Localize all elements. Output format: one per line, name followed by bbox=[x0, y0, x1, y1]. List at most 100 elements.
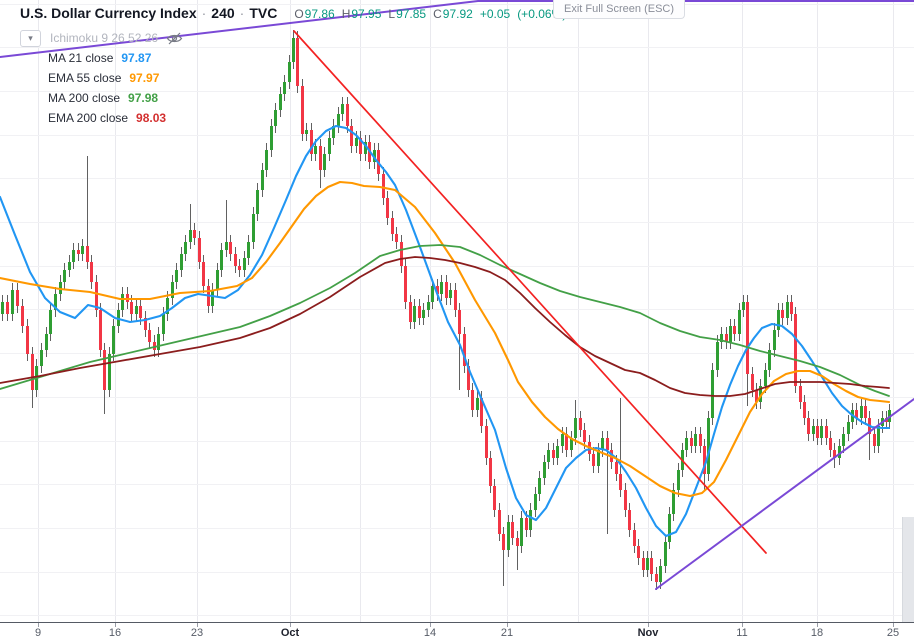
ichimoku-label[interactable]: Ichimoku 9 26 52 26 bbox=[50, 31, 159, 45]
candle-down bbox=[103, 350, 106, 390]
candle-down bbox=[746, 302, 749, 374]
candle-up bbox=[677, 470, 680, 490]
candle-up bbox=[40, 350, 43, 366]
candle-down bbox=[21, 306, 24, 326]
time-axis-label: 25 bbox=[886, 627, 900, 639]
candle-down bbox=[359, 138, 362, 154]
candle-down bbox=[86, 246, 89, 262]
candle-up bbox=[449, 290, 452, 298]
eye-off-icon[interactable] bbox=[166, 32, 183, 45]
candle-down bbox=[637, 546, 640, 558]
candle-down bbox=[642, 558, 645, 570]
candle-up bbox=[547, 450, 550, 462]
ema-55-close-line[interactable] bbox=[0, 180, 891, 498]
descending-trendline[interactable] bbox=[293, 30, 767, 554]
candle-up bbox=[529, 510, 532, 530]
candle-up bbox=[180, 254, 183, 270]
candle-down bbox=[346, 104, 349, 126]
ascending-trendline[interactable] bbox=[655, 398, 914, 590]
time-axis-label: 21 bbox=[500, 627, 514, 639]
time-axis-tick bbox=[38, 623, 39, 627]
candle-up bbox=[440, 282, 443, 294]
candle-down bbox=[130, 302, 133, 314]
candle-up bbox=[72, 250, 75, 262]
candle-down bbox=[95, 282, 98, 310]
time-axis-tick bbox=[893, 623, 894, 627]
ma-21-label: MA 21 close bbox=[48, 51, 114, 65]
long-term-trendline[interactable] bbox=[0, 0, 914, 58]
candle-up bbox=[68, 262, 71, 270]
legend-row-ema-200[interactable]: EMA 200 close 98.03 bbox=[20, 108, 183, 128]
time-axis-label: 18 bbox=[810, 627, 824, 639]
legend-row-ma-21[interactable]: MA 21 close 97.87 bbox=[20, 48, 183, 68]
candle-down bbox=[238, 266, 241, 270]
candle-down bbox=[552, 450, 555, 458]
candle-down bbox=[755, 390, 758, 402]
right-scrollbar[interactable] bbox=[902, 517, 914, 622]
candle-up bbox=[112, 326, 115, 354]
time-axis-label: 16 bbox=[108, 627, 122, 639]
candle-up bbox=[842, 434, 845, 446]
legend-row-ema-55[interactable]: EMA 55 close 97.97 bbox=[20, 68, 183, 88]
candle-down bbox=[516, 538, 519, 546]
candle-up bbox=[314, 146, 317, 154]
candle-up bbox=[413, 306, 416, 322]
candle-down bbox=[790, 302, 793, 314]
candle-down bbox=[511, 522, 514, 538]
candle-down bbox=[6, 302, 9, 314]
candle-up bbox=[162, 314, 165, 334]
candle-down bbox=[193, 230, 196, 238]
candle-up bbox=[860, 406, 863, 418]
candle-up bbox=[175, 270, 178, 282]
trendline-drawings bbox=[0, 0, 914, 590]
candle-up bbox=[534, 494, 537, 510]
candle-down bbox=[436, 286, 439, 294]
time-axis-tick bbox=[197, 623, 198, 627]
candle-down bbox=[624, 490, 627, 510]
chevron-down-icon[interactable]: ▾ bbox=[20, 29, 41, 47]
candle-up bbox=[716, 342, 719, 370]
candle-down bbox=[31, 354, 34, 390]
ma-21-close-line[interactable] bbox=[0, 124, 891, 538]
candle-down bbox=[148, 330, 151, 342]
time-axis-tick bbox=[648, 623, 649, 627]
ema-200-value: 98.03 bbox=[136, 111, 167, 125]
close-value: 97.92 bbox=[442, 7, 473, 21]
legend-row-ma-200[interactable]: MA 200 close 97.98 bbox=[20, 88, 183, 108]
candle-down bbox=[493, 486, 496, 510]
candle-up bbox=[135, 306, 138, 314]
candle-down bbox=[471, 390, 474, 410]
exit-fullscreen-button[interactable]: Exit Full Screen (ESC) bbox=[553, 0, 686, 19]
candle-up bbox=[189, 230, 192, 242]
candle-up bbox=[157, 334, 160, 350]
ema-200-close-line[interactable] bbox=[0, 256, 890, 397]
candle-down bbox=[829, 438, 832, 450]
candle-up bbox=[720, 334, 723, 342]
time-axis-tick bbox=[507, 623, 508, 627]
candle-down bbox=[404, 266, 407, 302]
candle-up bbox=[659, 566, 662, 582]
candle-up bbox=[847, 422, 850, 434]
time-axis-tick bbox=[742, 623, 743, 627]
legend-row-ichimoku[interactable]: ▾ Ichimoku 9 26 52 26 bbox=[20, 28, 183, 48]
candle-up bbox=[265, 150, 268, 170]
candle-up bbox=[1, 302, 4, 314]
time-axis[interactable]: 9 16 23 Oct 14 21 Nov 11 18 25 bbox=[0, 622, 914, 643]
candle-down bbox=[579, 418, 582, 430]
candle-up bbox=[225, 242, 228, 250]
time-axis-label: Nov bbox=[637, 627, 659, 639]
candle-up bbox=[742, 302, 745, 310]
candle-up bbox=[507, 522, 510, 550]
candle-down bbox=[606, 438, 609, 450]
candle-up bbox=[520, 518, 523, 546]
candle-down bbox=[619, 474, 622, 490]
candle-up bbox=[711, 370, 714, 418]
candle-up bbox=[305, 130, 308, 134]
chart-canvas[interactable] bbox=[0, 0, 914, 622]
symbol-title: U.S. Dollar Currency Index bbox=[20, 5, 197, 21]
candle-down bbox=[690, 438, 693, 446]
candle-up bbox=[646, 558, 649, 570]
low-label: L bbox=[388, 7, 396, 21]
candle-up bbox=[292, 38, 295, 62]
